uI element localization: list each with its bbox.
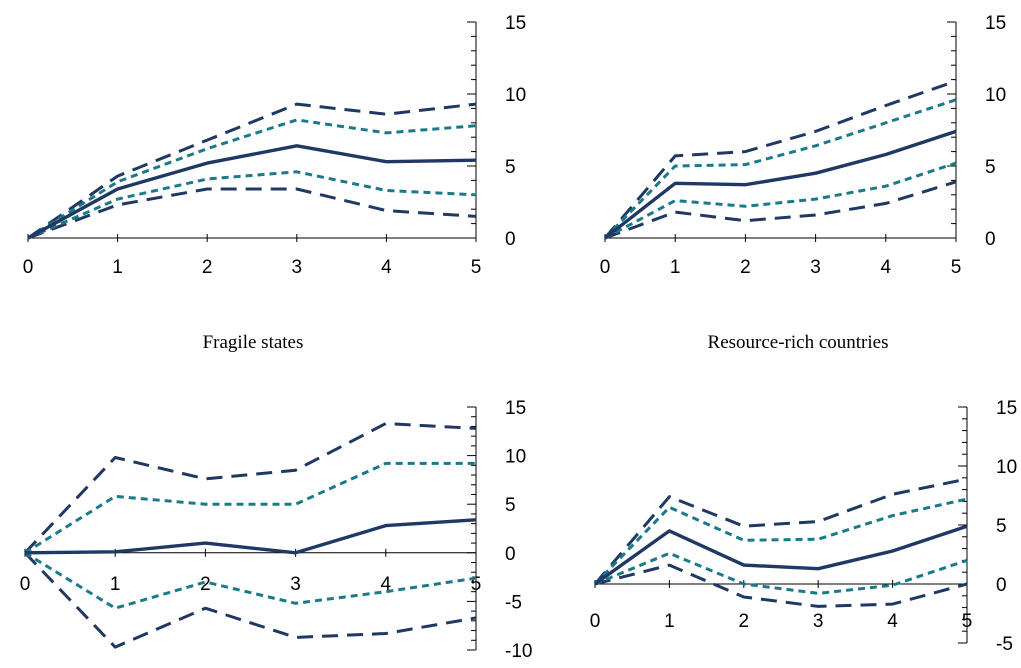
x-tick-label: 2 — [739, 611, 750, 632]
y-tick-label: 5 — [505, 157, 516, 178]
series-line-inner-lower — [27, 170, 477, 240]
y-tick-label: -5 — [996, 634, 1013, 655]
y-tick-label: 5 — [505, 495, 516, 516]
y-tick-label: 10 — [996, 457, 1017, 478]
panel-title-fragile-states: Fragile states — [202, 332, 304, 353]
panel-title-resource-rich-countries: Resource-rich countries — [707, 332, 889, 353]
y-tick-label: 0 — [505, 229, 516, 250]
y-tick-label: -10 — [505, 641, 532, 662]
x-tick-label: 5 — [471, 257, 482, 278]
chart-panel-2: 0 5 10 15 0 1 2 3 4 5 — [600, 13, 1006, 278]
x-tick-label: 4 — [881, 257, 892, 278]
y-tick-label: 15 — [985, 13, 1006, 34]
x-tick-label: 5 — [471, 574, 482, 595]
series-line-outer-upper — [593, 477, 968, 585]
x-tick-label: 3 — [290, 574, 301, 595]
chart-panel-1: 0 5 10 15 0 1 2 3 4 5 — [23, 13, 526, 278]
series-line-outer-lower — [23, 551, 477, 649]
series-line-inner-lower — [594, 551, 968, 595]
x-tick-label: 0 — [600, 257, 611, 278]
x-tick-label: 5 — [962, 611, 973, 632]
x-tick-label: 3 — [813, 611, 824, 632]
x-tick-label: 4 — [381, 257, 392, 278]
chart-panel-3: -10 -5 0 5 10 15 0 1 2 3 4 5 — [20, 398, 533, 662]
series-line-outer-upper — [27, 102, 477, 240]
x-tick-label: 1 — [110, 574, 121, 595]
series-line-outer-upper — [23, 422, 477, 554]
x-tick-label: 2 — [200, 574, 211, 595]
series-line-outer-lower — [27, 187, 477, 240]
x-tick-label: 3 — [810, 257, 821, 278]
x-tick-label: 2 — [202, 257, 213, 278]
series-line-central — [27, 144, 477, 240]
y-tick-label: 10 — [505, 85, 526, 106]
y-tick-label: 5 — [996, 516, 1007, 537]
series-line-central — [594, 524, 968, 586]
x-tick-label: 2 — [740, 257, 751, 278]
series-line-inner-upper — [27, 118, 477, 240]
series-line-central — [603, 129, 957, 240]
y-tick-label: 0 — [985, 229, 996, 250]
series-line-inner-lower — [604, 161, 957, 240]
y-tick-label: 5 — [985, 157, 996, 178]
series-line-inner-upper — [603, 98, 957, 240]
series-line-inner-lower — [24, 551, 477, 610]
series-line-inner-upper — [593, 497, 968, 586]
x-tick-label: 1 — [112, 257, 123, 278]
x-tick-label: 0 — [590, 611, 601, 632]
x-tick-label: 4 — [381, 574, 392, 595]
y-tick-label: 15 — [996, 398, 1017, 419]
y-tick-label: 10 — [985, 85, 1006, 106]
series-line-inner-upper — [24, 461, 476, 555]
y-tick-label: 15 — [505, 398, 526, 419]
y-tick-label: 0 — [505, 544, 516, 565]
series-line-central — [24, 518, 477, 555]
series-line-outer-upper — [603, 79, 957, 239]
series-line-outer-lower — [604, 180, 957, 240]
x-tick-label: 5 — [951, 257, 962, 278]
chart-panel-4: -5 0 5 10 15 0 1 2 3 4 5 — [590, 398, 1017, 655]
y-tick-label: 0 — [996, 575, 1007, 596]
x-tick-label: 1 — [664, 611, 675, 632]
series-line-outer-lower — [594, 563, 968, 608]
x-tick-label: 0 — [23, 257, 34, 278]
y-tick-label: 10 — [505, 447, 526, 468]
y-tick-label: 15 — [505, 13, 526, 34]
x-tick-label: 0 — [20, 574, 31, 595]
x-tick-label: 4 — [887, 611, 898, 632]
x-tick-label: 1 — [670, 257, 681, 278]
y-tick-label: -5 — [505, 592, 522, 613]
x-tick-label: 3 — [292, 257, 303, 278]
